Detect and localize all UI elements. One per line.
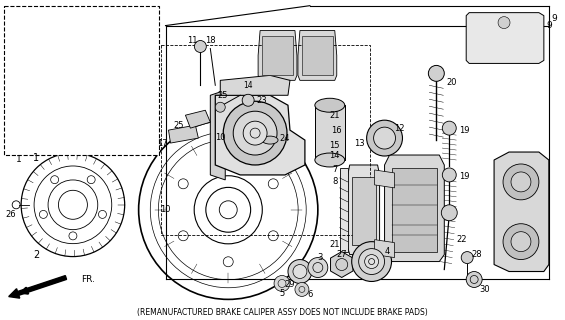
Text: 21: 21 — [329, 240, 340, 249]
Circle shape — [308, 258, 328, 277]
Text: 14: 14 — [329, 150, 340, 160]
Polygon shape — [298, 31, 337, 80]
Circle shape — [511, 172, 531, 192]
FancyArrow shape — [8, 276, 67, 298]
Polygon shape — [185, 110, 210, 128]
Circle shape — [503, 224, 539, 260]
Polygon shape — [331, 252, 353, 277]
Circle shape — [274, 276, 290, 292]
Circle shape — [498, 17, 510, 28]
Circle shape — [511, 232, 531, 252]
Text: (REMANUFACTURED BRAKE CALIPER ASSY DOES NOT INCLUDE BRAKE PADS): (REMANUFACTURED BRAKE CALIPER ASSY DOES … — [137, 308, 427, 317]
Circle shape — [359, 249, 385, 275]
Text: 22: 22 — [456, 235, 467, 244]
Polygon shape — [494, 152, 549, 271]
Circle shape — [351, 242, 392, 282]
Text: 7: 7 — [332, 165, 337, 174]
Circle shape — [223, 101, 287, 165]
Circle shape — [503, 164, 539, 200]
Text: 23: 23 — [257, 96, 267, 105]
Circle shape — [243, 121, 267, 145]
Text: 6: 6 — [307, 290, 312, 299]
Text: 8: 8 — [332, 177, 337, 187]
Text: 26: 26 — [6, 210, 16, 219]
Circle shape — [466, 271, 482, 287]
Circle shape — [461, 252, 473, 264]
Text: 13: 13 — [354, 139, 365, 148]
Text: 25: 25 — [173, 121, 184, 130]
Circle shape — [242, 94, 254, 106]
Circle shape — [428, 65, 444, 81]
Bar — [4, 6, 159, 155]
Polygon shape — [220, 76, 290, 95]
Text: 18: 18 — [205, 36, 216, 45]
Text: 11: 11 — [187, 36, 198, 45]
Circle shape — [233, 111, 277, 155]
Polygon shape — [351, 177, 376, 244]
Circle shape — [293, 265, 307, 278]
Ellipse shape — [262, 136, 278, 144]
Polygon shape — [375, 170, 394, 188]
Text: 21: 21 — [329, 111, 340, 120]
Text: 29: 29 — [285, 280, 295, 289]
Polygon shape — [168, 125, 198, 143]
Polygon shape — [340, 168, 347, 252]
Polygon shape — [392, 168, 437, 252]
Circle shape — [364, 255, 379, 268]
Text: 3: 3 — [317, 253, 323, 262]
Circle shape — [215, 102, 225, 112]
Polygon shape — [347, 165, 380, 255]
Circle shape — [194, 41, 206, 52]
Polygon shape — [258, 31, 297, 80]
Polygon shape — [302, 36, 333, 76]
Polygon shape — [215, 95, 305, 175]
Text: 19: 19 — [459, 126, 470, 135]
Text: 20: 20 — [446, 78, 457, 87]
Text: 9: 9 — [546, 21, 551, 30]
Text: 10: 10 — [160, 205, 171, 214]
Text: 9: 9 — [551, 14, 557, 23]
Text: 19: 19 — [459, 172, 470, 181]
Polygon shape — [466, 13, 544, 63]
Circle shape — [442, 168, 457, 182]
Text: 27: 27 — [336, 250, 347, 259]
Text: 16: 16 — [332, 126, 342, 135]
Polygon shape — [210, 90, 225, 180]
Ellipse shape — [315, 98, 345, 112]
Text: FR.: FR. — [81, 275, 95, 284]
Circle shape — [373, 127, 396, 149]
Circle shape — [367, 120, 402, 156]
Bar — [160, 45, 370, 235]
Text: 14: 14 — [244, 81, 253, 90]
Text: 4: 4 — [385, 247, 390, 256]
Circle shape — [288, 260, 312, 284]
Text: 10: 10 — [215, 132, 225, 141]
Circle shape — [295, 283, 309, 296]
Polygon shape — [262, 36, 293, 76]
Circle shape — [441, 205, 457, 221]
Text: 5: 5 — [279, 289, 285, 298]
Text: 28: 28 — [472, 250, 483, 259]
Polygon shape — [9, 90, 66, 145]
Circle shape — [442, 121, 457, 135]
Polygon shape — [385, 155, 444, 261]
Text: 15: 15 — [329, 140, 340, 149]
Text: 1: 1 — [33, 153, 39, 163]
Text: 24: 24 — [280, 133, 290, 143]
Ellipse shape — [315, 153, 345, 167]
Polygon shape — [375, 240, 394, 258]
Text: 30: 30 — [479, 285, 489, 294]
Text: 25: 25 — [217, 91, 228, 100]
Text: 1: 1 — [16, 156, 22, 164]
Text: 17: 17 — [157, 139, 168, 148]
Text: 12: 12 — [394, 124, 405, 132]
Text: 2: 2 — [33, 250, 39, 260]
Polygon shape — [315, 105, 345, 160]
